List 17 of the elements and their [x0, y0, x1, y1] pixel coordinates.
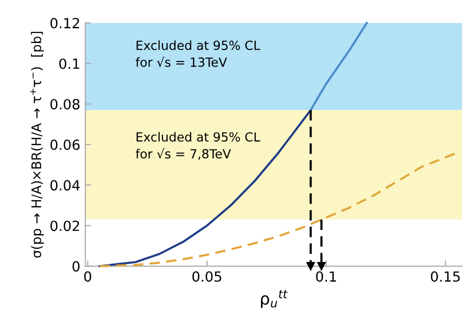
line-series — [98, 109, 312, 268]
x-tick-label: 0.15 — [430, 271, 460, 282]
y-axis-title: σ(pp → H/A)×BR(H/A → τ$^{+}$τ$^{−}$) [pb] — [30, 32, 44, 258]
x-axis-title: ρ$_{u}$$^{tt}$ — [261, 290, 288, 308]
y-tick-label: 0.12 — [50, 18, 80, 28]
x-tick-label: 0.05 — [192, 271, 222, 282]
y-tick-label: 0.04 — [50, 180, 80, 191]
x-tick-label: 0.1 — [316, 271, 336, 282]
y-tick-label: 0 — [72, 261, 80, 272]
line-series — [310, 22, 368, 112]
y-tick-label: 0.06 — [50, 140, 80, 150]
band-label: Excluded at 95% CL for √s = 7,8TeV — [136, 132, 260, 160]
band-label: Excluded at 95% CL for √s = 13TeV — [136, 40, 260, 67]
x-tick-label: 0 — [84, 271, 92, 282]
y-tick-label: 0.08 — [50, 98, 80, 110]
y-tick-label: 0.02 — [50, 220, 80, 232]
y-tick-label: 0.1 — [59, 58, 80, 69]
